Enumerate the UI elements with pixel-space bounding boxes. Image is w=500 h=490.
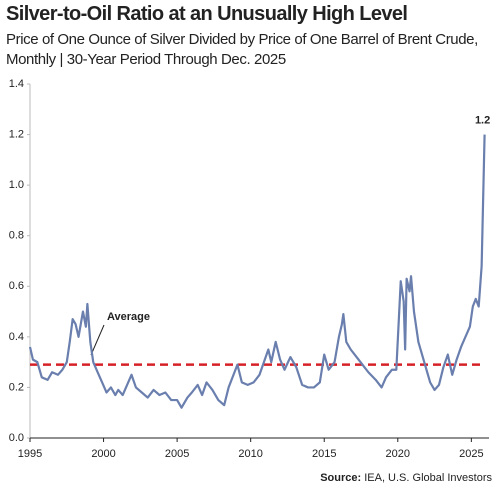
x-tick-label: 1995 [18,448,42,460]
y-tick-label: 0.0 [9,432,24,444]
average-leader [90,324,105,356]
x-tick-label: 2015 [312,448,336,460]
y-tick-label: 1.4 [9,78,24,90]
y-tick-label: 1.0 [9,179,24,191]
x-tick-label: 2020 [386,448,410,460]
y-tick-label: 0.4 [9,331,24,343]
x-tick-label: 2010 [238,448,262,460]
x-tick-label: 2000 [91,448,115,460]
end-value-label: 1.2 [475,114,490,126]
average-label: Average [107,311,150,323]
y-tick-label: 0.8 [9,230,24,242]
y-tick-label: 0.6 [9,280,24,292]
source-text: IEA, U.S. Global Investors [364,472,492,484]
x-tick-label: 2005 [165,448,189,460]
series-line [28,134,486,409]
x-tick-label: 2025 [459,448,483,460]
chart-subtitle: Price of One Ounce of Silver Divided by … [6,31,478,68]
chart-title: Silver-to-Oil Ratio at an Unusually High… [6,3,408,25]
source: Source: IEA, U.S. Global Investors [320,472,492,484]
y-tick-label: 0.2 [9,381,24,393]
y-tick-label: 1.2 [9,128,24,140]
source-label: Source: [320,472,361,484]
